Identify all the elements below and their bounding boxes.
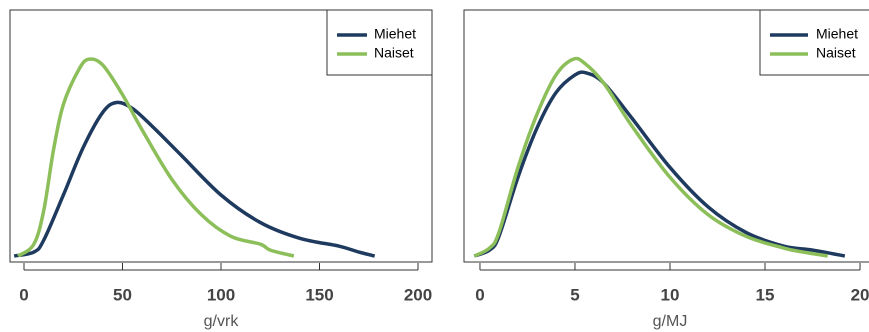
density-line: [473, 70, 846, 258]
x-tick-label: 15: [756, 285, 775, 304]
x-tick-label: 10: [661, 285, 680, 304]
legend-label: Miehet: [816, 26, 858, 42]
plot-frame: [9, 9, 433, 263]
plot-frame: [463, 9, 869, 263]
legend-box: [326, 9, 433, 76]
x-tick-label: 0: [19, 285, 28, 304]
x-tick-label: 20: [851, 285, 869, 304]
x-tick-label: 50: [113, 285, 132, 304]
legend-label: Miehet: [374, 26, 416, 42]
legend-label: Naiset: [374, 45, 414, 61]
x-axis-label: g/MJ: [653, 313, 688, 330]
density-line: [13, 100, 376, 258]
legend-label: Naiset: [816, 45, 856, 61]
x-tick-label: 150: [305, 285, 333, 304]
x-tick-label: 5: [570, 285, 579, 304]
x-axis-label: g/vrk: [204, 313, 240, 330]
density-line: [473, 56, 828, 258]
x-tick-label: 100: [207, 285, 235, 304]
legend-box: [759, 9, 869, 76]
density-line: [17, 57, 295, 258]
x-tick-label: 0: [475, 285, 484, 304]
x-tick-label: 200: [404, 285, 432, 304]
